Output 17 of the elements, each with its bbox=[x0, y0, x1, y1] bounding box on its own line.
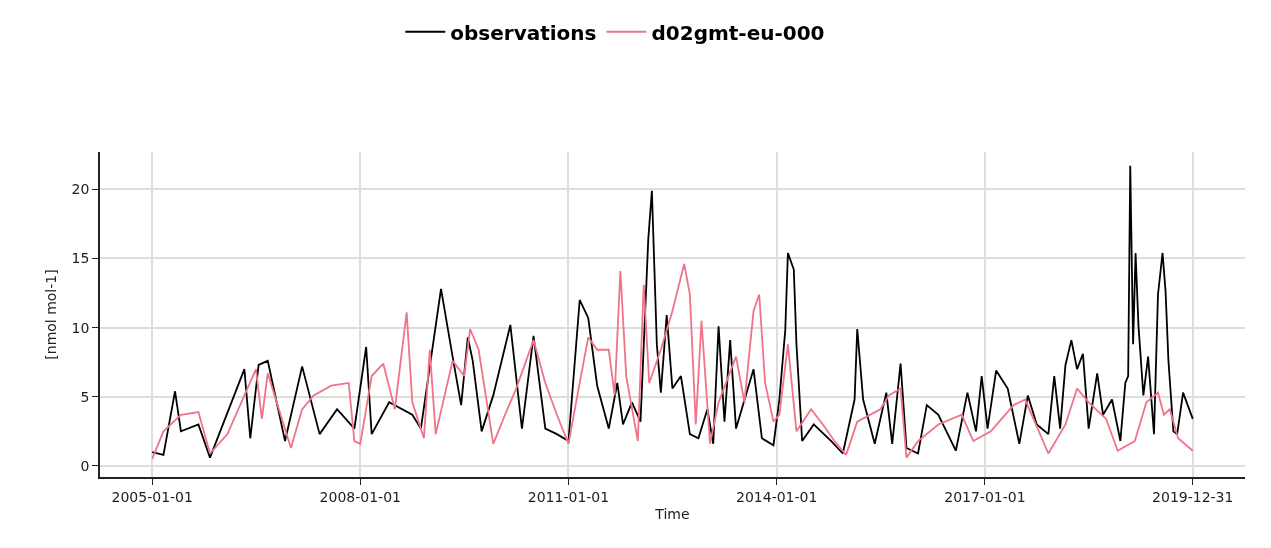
y-tick-label: 0 bbox=[80, 457, 90, 474]
line-series bbox=[151, 263, 1194, 460]
x-tick-label: 2005-01-01 bbox=[111, 488, 193, 505]
line-series bbox=[151, 164, 1194, 459]
x-tick-label: 2008-01-01 bbox=[319, 488, 401, 505]
y-tick-label: 5 bbox=[80, 388, 90, 405]
y-axis-title: [nmol mol-1] bbox=[42, 269, 59, 360]
x-tick-label: 2014-01-01 bbox=[736, 488, 818, 505]
legend-label: observations bbox=[450, 20, 597, 45]
legend-label: d02gmt-eu-000 bbox=[651, 20, 825, 45]
x-tick-label: 2019-12-31 bbox=[1152, 488, 1234, 505]
x-tick-label: 2017-01-01 bbox=[944, 488, 1026, 505]
x-tick-label: 2011-01-01 bbox=[527, 488, 610, 505]
y-tick-label: 10 bbox=[71, 319, 90, 336]
x-axis-title: Time bbox=[654, 506, 690, 523]
y-tick-label: 20 bbox=[71, 181, 90, 198]
y-tick-label: 15 bbox=[71, 250, 90, 267]
